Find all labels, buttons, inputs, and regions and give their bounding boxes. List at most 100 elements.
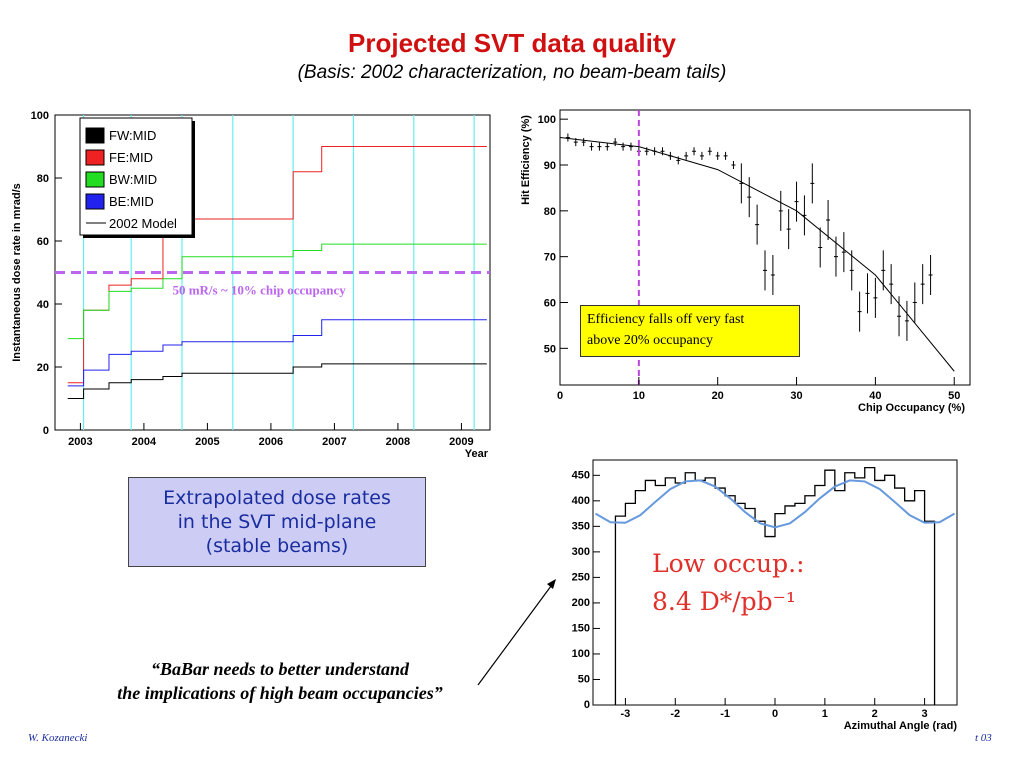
data-point-35 xyxy=(841,232,846,273)
y-axis-label: Instantaneous dose rate in mrad/s xyxy=(11,183,23,362)
y-tick-label-6: 300 xyxy=(572,546,590,558)
data-point-29 xyxy=(794,181,799,222)
low-occupancy-line2: 8.4 D*/pb⁻¹ xyxy=(652,587,796,616)
efficiency-annotation-line2: above 20% occupancy xyxy=(587,333,713,348)
data-point-45 xyxy=(920,264,925,305)
data-point-32 xyxy=(818,227,823,268)
y-tick-label-1: 60 xyxy=(544,298,556,310)
quote-line1: “BaBar needs to better understand xyxy=(150,659,410,679)
data-point-42 xyxy=(897,296,902,337)
y-tick-label-0: 50 xyxy=(544,343,556,355)
x-tick-label-3: 30 xyxy=(790,390,802,402)
legend-label-1: FE:MID xyxy=(109,150,153,165)
y-axis-label: Hit Efficiency (%) xyxy=(520,115,532,205)
x-axis-label: Azimuthal Angle (rad) xyxy=(844,720,958,732)
y-tick-label-3: 60 xyxy=(37,236,49,248)
caption-line1: Extrapolated dose rates xyxy=(163,487,391,509)
efficiency-annotation: Efficiency falls off very fast above 20%… xyxy=(580,305,800,357)
series-line-fw-mid xyxy=(67,363,487,399)
data-point-5 xyxy=(605,142,610,151)
data-point-8 xyxy=(628,142,633,151)
data-point-39 xyxy=(873,277,878,318)
y-tick-label-4: 90 xyxy=(544,160,556,172)
data-point-38 xyxy=(865,273,870,314)
y-tick-label-3: 150 xyxy=(572,622,590,634)
data-point-19 xyxy=(715,151,720,160)
quote-arrow-head xyxy=(547,579,556,589)
data-point-21 xyxy=(731,161,736,169)
legend-swatch-2 xyxy=(85,171,105,188)
data-point-36 xyxy=(849,250,854,291)
series-line-fe-mid xyxy=(67,146,487,384)
threshold-label: 50 mR/s ~ 10% chip occupancy xyxy=(172,283,346,298)
histogram-line xyxy=(614,467,936,705)
x-tick-label-4: 2007 xyxy=(322,436,346,448)
data-point-33 xyxy=(826,200,831,240)
data-point-27 xyxy=(778,190,783,231)
y-tick-label-3: 80 xyxy=(544,206,556,218)
x-tick-label-4: 40 xyxy=(869,390,881,402)
x-axis-label: Year xyxy=(465,448,489,460)
data-point-24 xyxy=(755,204,760,245)
series-line-be-mid xyxy=(67,319,487,387)
data-point-26 xyxy=(770,255,775,295)
caption-line2: in the SVT mid-plane xyxy=(177,511,377,533)
legend-label-3: BE:MID xyxy=(109,194,154,209)
efficiency-annotation-line1: Efficiency falls off very fast xyxy=(587,312,745,327)
y-tick-label-1: 20 xyxy=(37,362,49,374)
x-tick-label-3: 2006 xyxy=(259,436,283,448)
x-tick-label-3: 0 xyxy=(772,708,778,720)
data-point-4 xyxy=(597,142,602,151)
data-point-41 xyxy=(889,264,894,305)
x-tick-label-1: 2004 xyxy=(132,436,157,448)
x-tick-label-5: 2 xyxy=(872,708,878,720)
footer-author: W. Kozanecki xyxy=(28,732,88,744)
data-point-43 xyxy=(904,300,909,341)
x-tick-label-5: 2008 xyxy=(386,436,410,448)
quote-line2: the implications of high beam occupancie… xyxy=(117,683,443,703)
data-point-16 xyxy=(692,147,697,156)
data-point-44 xyxy=(912,282,917,323)
quote-arrow xyxy=(477,579,556,686)
data-point-0 xyxy=(565,133,570,142)
caption-line3: (stable beams) xyxy=(205,535,349,557)
y-tick-label-4: 80 xyxy=(37,173,49,185)
y-tick-label-4: 200 xyxy=(572,597,590,609)
legend-label-4: 2002 Model xyxy=(109,216,177,231)
babar-quote: “BaBar needs to better understand the im… xyxy=(40,657,520,705)
data-point-40 xyxy=(881,250,886,291)
x-tick-label-0: -3 xyxy=(621,708,631,720)
data-point-15 xyxy=(684,151,689,160)
data-point-18 xyxy=(707,147,712,156)
y-tick-label-0: 0 xyxy=(584,699,590,711)
series-line-bw-mid xyxy=(67,243,487,340)
data-point-46 xyxy=(928,255,933,295)
x-tick-label-0: 2003 xyxy=(68,436,92,448)
y-tick-label-5: 250 xyxy=(572,571,590,583)
x-tick-label-2: 20 xyxy=(712,390,724,402)
x-tick-label-6: 3 xyxy=(922,708,928,720)
data-point-22 xyxy=(739,163,744,204)
plot-frame xyxy=(592,459,958,706)
x-tick-label-2: 2005 xyxy=(195,436,219,448)
y-tick-label-1: 50 xyxy=(578,673,590,685)
x-tick-label-5: 50 xyxy=(948,390,960,402)
y-tick-label-8: 400 xyxy=(572,495,590,507)
data-point-7 xyxy=(621,142,626,151)
y-tick-label-5: 100 xyxy=(538,114,556,126)
dose-rate-caption: Extrapolated dose rates in the SVT mid-p… xyxy=(128,477,426,567)
y-tick-label-0: 0 xyxy=(43,425,49,437)
legend-swatch-3 xyxy=(85,193,105,210)
y-tick-label-2: 40 xyxy=(37,299,49,311)
y-tick-label-2: 70 xyxy=(544,252,556,264)
data-point-2 xyxy=(581,138,586,147)
data-point-17 xyxy=(699,151,704,160)
low-occupancy-annotation: Low occup.: 8.4 D*/pb⁻¹ xyxy=(652,545,882,621)
y-tick-label-5: 100 xyxy=(31,110,49,122)
data-point-6 xyxy=(613,138,618,147)
x-tick-label-1: -2 xyxy=(670,708,680,720)
x-tick-label-0: 0 xyxy=(557,390,563,402)
x-tick-label-6: 2009 xyxy=(449,436,473,448)
dose-rate-chart: 50 mR/s ~ 10% chip occupancy 0 20 40 60 80 100… xyxy=(11,110,491,460)
